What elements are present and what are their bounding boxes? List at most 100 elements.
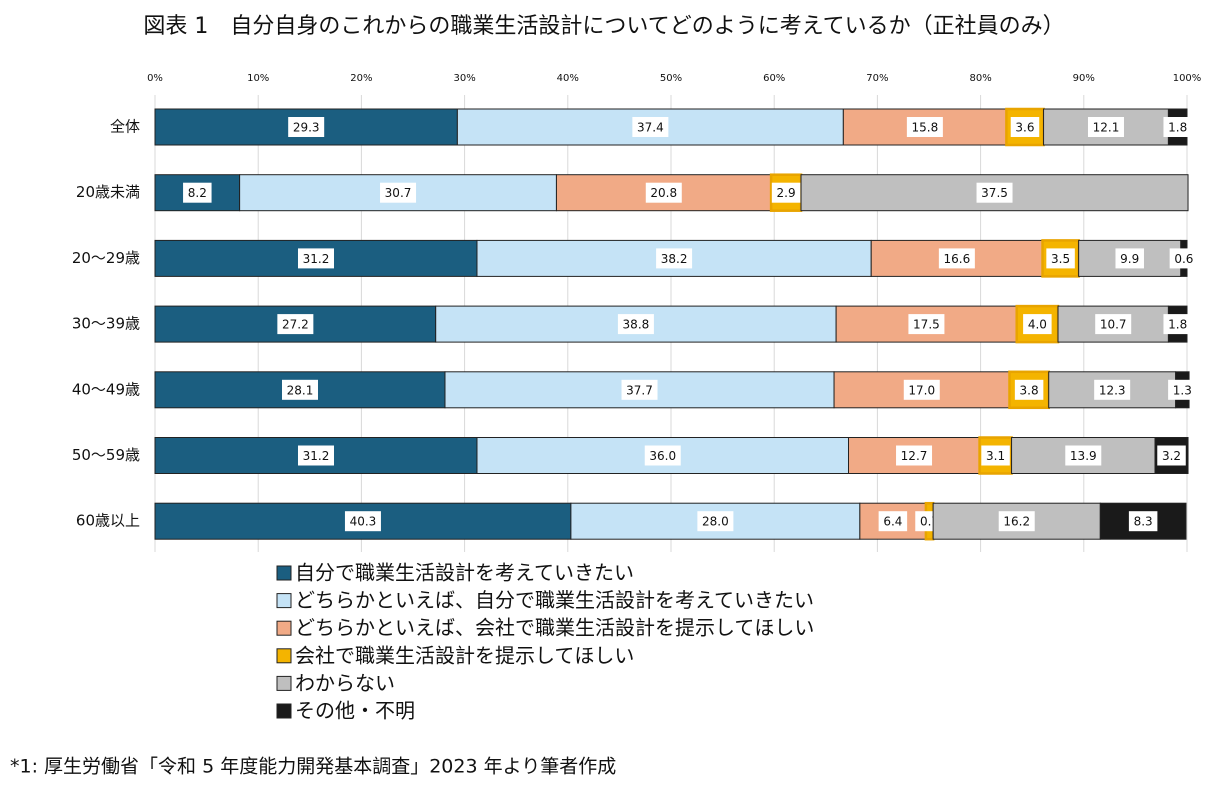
data-label: 3.8 [1020, 383, 1039, 397]
y-tick-label: 20〜29歳 [72, 249, 140, 267]
data-label: 3.2 [1162, 449, 1181, 463]
legend-label: その他・不明 [295, 699, 415, 723]
data-label: 15.8 [912, 121, 939, 135]
label-box [644, 445, 681, 466]
x-tick-label: 80% [969, 73, 991, 84]
data-label: 36.0 [649, 449, 676, 463]
bar-segment [833, 371, 1010, 409]
legend-label: どちらかといえば、自分で職業生活設計を考えていきたい [295, 588, 814, 612]
x-tick-label: 20% [350, 73, 372, 84]
x-tick-label: 10% [247, 73, 269, 84]
label-box [621, 379, 658, 400]
label-box [1095, 314, 1132, 335]
data-label: 10.7 [1100, 318, 1127, 332]
x-tick-label: 60% [763, 73, 785, 84]
x-tick-label: 90% [1073, 73, 1095, 84]
data-label: 2.9 [777, 186, 796, 200]
chart-title: 図表 1 自分自身のこれからの職業生活設計についてどのように考えているか（正社員… [143, 14, 1064, 39]
label-box [1023, 314, 1052, 335]
label-box [697, 511, 734, 532]
data-label: 40.3 [350, 515, 377, 529]
legend-swatch [276, 648, 292, 664]
data-label: 20.8 [650, 186, 677, 200]
label-box [1087, 117, 1124, 137]
footnote: *1: 厚生労働省「令和 5 年度能力開発基本調査」2023 年より筆者作成 [10, 756, 616, 778]
data-label: 28.1 [287, 383, 314, 397]
data-label: 29.3 [293, 121, 320, 135]
label-box [878, 511, 908, 532]
x-tick-label: 70% [866, 73, 888, 84]
data-label: 17.0 [908, 383, 935, 397]
label-box [1157, 445, 1186, 466]
legend-label: どちらかといえば、会社で職業生活設計を提示してほしい [295, 616, 814, 640]
label-box [938, 248, 975, 269]
x-tick-label: 40% [557, 73, 579, 84]
legend-swatch [276, 703, 292, 719]
data-label: 6.4 [883, 515, 902, 529]
data-label: 3.1 [986, 449, 1005, 463]
label-box [277, 314, 314, 335]
label-box [288, 117, 325, 137]
data-label: 9.9 [1120, 252, 1139, 266]
legend-label: 会社で職業生活設計を提示してほしい [295, 643, 634, 667]
data-label: 17.5 [913, 318, 940, 332]
data-label: 16.6 [944, 252, 971, 266]
label-box [896, 445, 933, 466]
label-box [1169, 248, 1199, 269]
label-box [297, 248, 334, 269]
data-label: 38.2 [661, 252, 688, 266]
y-tick-label: 60歳以上 [76, 512, 140, 530]
data-label: 37.7 [626, 383, 653, 397]
x-tick-label: 30% [453, 73, 475, 84]
label-box [1094, 379, 1131, 400]
legend-swatch [276, 593, 292, 609]
y-tick-label: 全体 [110, 118, 140, 136]
data-label: 1.8 [1168, 318, 1187, 332]
y-tick-label: 20歳未満 [76, 183, 140, 201]
label-box [1163, 117, 1192, 137]
data-label: 12.7 [901, 449, 928, 463]
data-label: 28.0 [702, 515, 729, 529]
data-label: 1.3 [1173, 383, 1192, 397]
legend-label: わからない [295, 671, 395, 695]
data-label: 38.8 [623, 318, 650, 332]
legend-swatch [276, 675, 292, 691]
label-box [656, 248, 693, 269]
label-box [771, 182, 801, 203]
y-tick-label: 40〜49歳 [72, 380, 140, 398]
label-box [281, 379, 318, 400]
label-box [1046, 248, 1075, 269]
label-box [617, 314, 654, 335]
label-box [1010, 117, 1040, 137]
x-tick-label: 100% [1173, 73, 1202, 84]
label-box [998, 511, 1035, 532]
data-label: 27.2 [282, 318, 309, 332]
label-box [1168, 379, 1197, 400]
label-box [632, 117, 669, 137]
legend-swatch [276, 620, 292, 636]
data-label: 16.2 [1003, 515, 1030, 529]
label-box [380, 182, 417, 203]
data-label: 37.5 [981, 186, 1008, 200]
data-label: 31.2 [303, 252, 330, 266]
label-box [981, 445, 1010, 466]
y-tick-label: 30〜39歳 [72, 315, 140, 333]
label-box [344, 511, 381, 532]
data-label: 1.8 [1168, 121, 1187, 135]
label-box [976, 182, 1013, 203]
label-box [1128, 511, 1158, 532]
data-label: 30.7 [385, 186, 412, 200]
label-box [1065, 445, 1102, 466]
data-label: 8.3 [1134, 515, 1153, 529]
label-box [297, 445, 334, 466]
label-box [906, 117, 943, 137]
label-box [1115, 248, 1144, 269]
legend-label: 自分で職業生活設計を考えていきたい [295, 561, 634, 585]
label-box [903, 379, 940, 400]
y-tick-label: 50〜59歳 [72, 446, 140, 464]
label-box [908, 314, 945, 335]
label-box [1163, 314, 1192, 335]
data-label: 13.9 [1070, 449, 1097, 463]
label-box [1014, 379, 1044, 400]
